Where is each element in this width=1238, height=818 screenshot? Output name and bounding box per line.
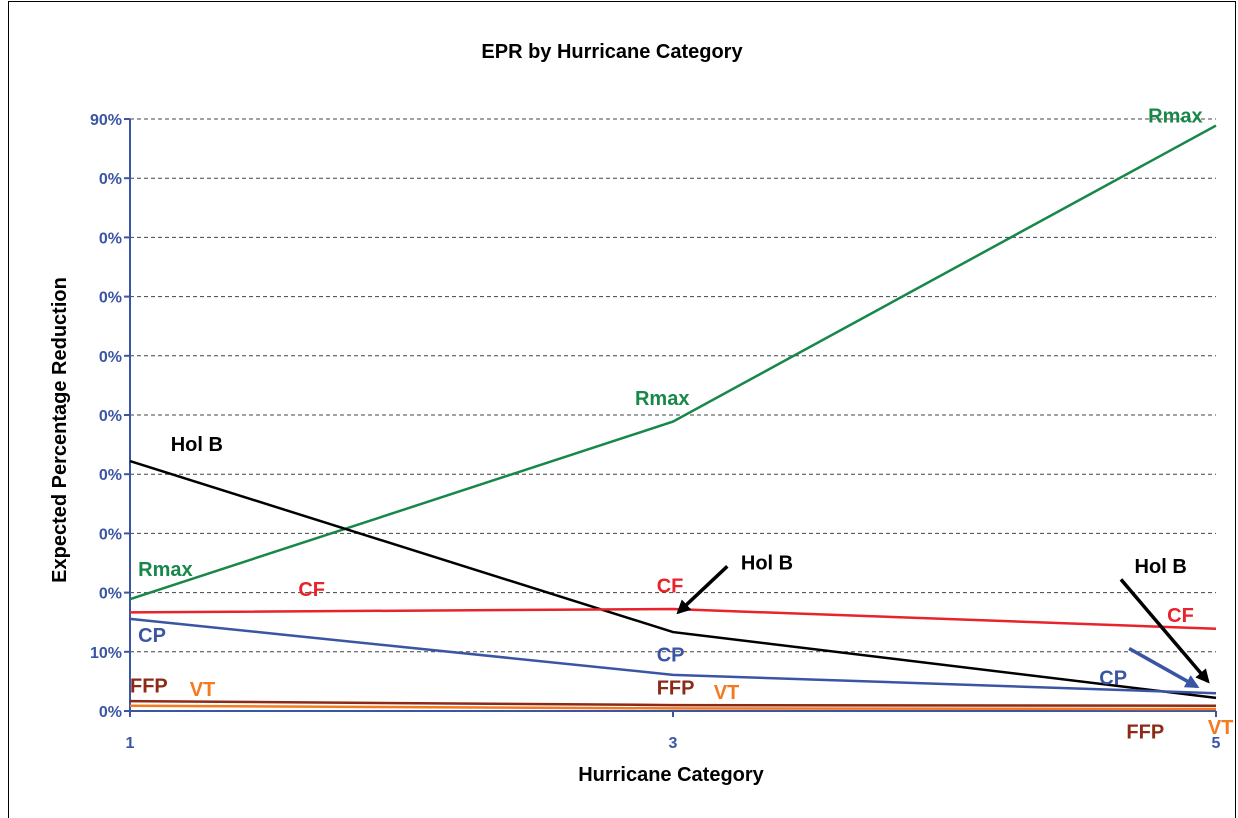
x-tick-labels: 1 3 5 (126, 711, 1221, 752)
x-tick-label: 3 (669, 735, 678, 752)
series-lines (129, 124, 1217, 711)
y-tick-label: 0% (99, 408, 122, 425)
chart-frame (8, 1, 1236, 818)
annotation-rmax: Rmax (1148, 105, 1202, 127)
series-annotations: Rmax Rmax Rmax Hol B Hol B Hol B CF CF CF CP CP CP F… (130, 105, 1233, 743)
y-tick-label: 0% (99, 586, 122, 603)
y-tick-labels: 0% 10% 0% 0% 0% 0% 0% 0% 0% 0% 90% (90, 112, 130, 721)
y-tick-label: 0% (99, 526, 122, 543)
gridlines (130, 118, 1216, 653)
annotation-arrows (676, 565, 1210, 689)
arrow-hol-b (676, 565, 729, 615)
annotation-cp: CP (657, 645, 685, 667)
series-line-vt (129, 704, 1217, 711)
series-line-cf (129, 607, 1217, 631)
annotation-hol-b: Hol B (1135, 556, 1187, 578)
annotation-cf: CF (1167, 605, 1194, 627)
series-line-rmax (129, 124, 1217, 601)
annotation-ffp: FFP (130, 676, 168, 698)
x-axis-title: Hurricane Category (578, 764, 764, 786)
y-tick-label: 0% (99, 704, 122, 721)
series-line-hol-b (129, 459, 1217, 700)
annotation-hol-b: Hol B (171, 434, 223, 456)
annotation-cp: CP (1099, 668, 1127, 690)
annotation-rmax: Rmax (138, 559, 192, 581)
y-tick-label: 0% (99, 171, 122, 188)
series-line-ffp (129, 699, 1217, 707)
annotation-ffp: FFP (657, 678, 695, 700)
y-tick-label: 90% (90, 112, 122, 129)
y-axis-title: Expected Percentage Reduction (49, 277, 71, 583)
annotation-vt: VT (190, 679, 216, 701)
annotation-vt: VT (1208, 717, 1234, 739)
x-tick-label: 1 (126, 735, 135, 752)
chart-title: EPR by Hurricane Category (481, 41, 743, 63)
annotation-cf: CF (298, 579, 325, 601)
annotation-cf: CF (657, 576, 684, 598)
y-tick-label: 0% (99, 467, 122, 484)
y-tick-label: 0% (99, 230, 122, 247)
series-line-cp (129, 617, 1217, 695)
annotation-ffp: FFP (1126, 722, 1164, 744)
x-tick-label: 5 (1212, 735, 1221, 752)
annotation-cp: CP (138, 625, 166, 647)
annotation-hol-b: Hol B (741, 553, 793, 575)
arrow-hol-b (1119, 578, 1210, 684)
annotation-vt: VT (714, 682, 740, 704)
y-tick-label: 0% (99, 349, 122, 366)
y-tick-label: 0% (99, 290, 122, 307)
y-tick-label: 10% (90, 645, 122, 662)
arrow-cp (1128, 646, 1200, 689)
annotation-rmax: Rmax (635, 388, 689, 410)
